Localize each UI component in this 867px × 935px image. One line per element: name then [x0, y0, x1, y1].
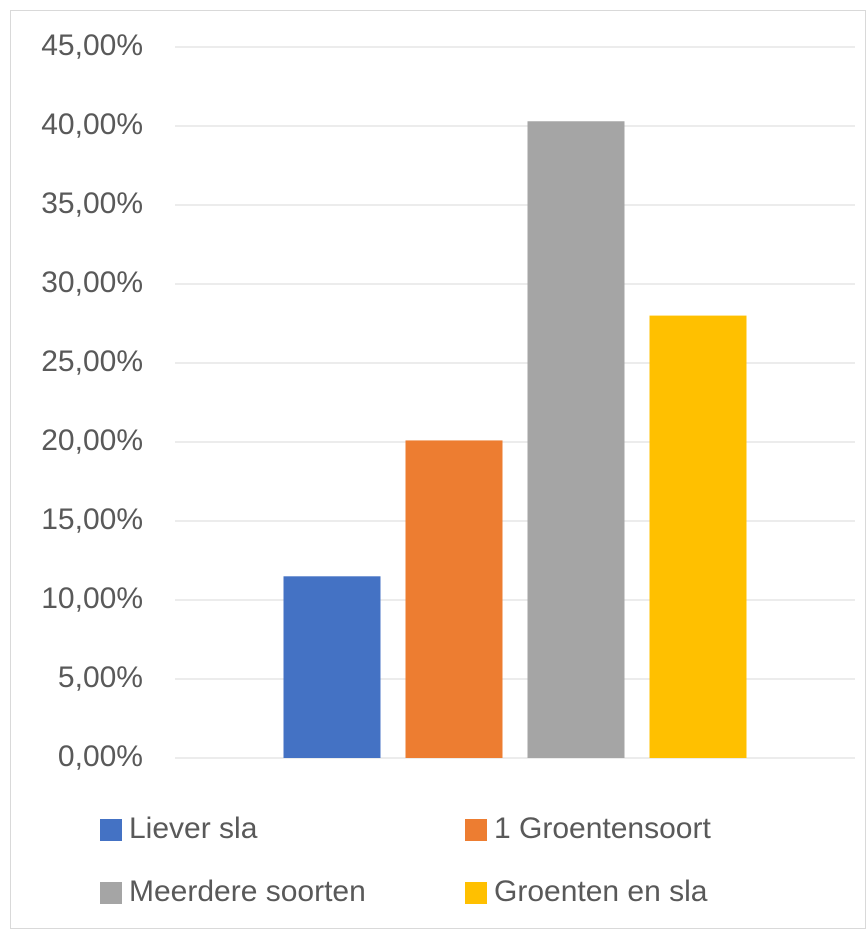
bar: [649, 315, 747, 758]
legend-label: 1 Groentensoort: [494, 812, 711, 845]
bar: [527, 121, 625, 758]
legend-swatch: [465, 882, 487, 904]
y-tick-label: 0,00%: [58, 740, 143, 773]
y-tick-label: 45,00%: [41, 29, 143, 62]
legend-label: Meerdere soorten: [129, 875, 366, 908]
y-tick-label: 15,00%: [41, 503, 143, 536]
y-tick-label: 40,00%: [41, 108, 143, 141]
legend-swatch: [100, 819, 122, 841]
y-tick-label: 25,00%: [41, 345, 143, 378]
y-tick-label: 30,00%: [41, 266, 143, 299]
legend-swatch: [100, 882, 122, 904]
y-tick-label: 10,00%: [41, 582, 143, 615]
legend-swatch: [465, 819, 487, 841]
legend-label: Groenten en sla: [494, 875, 708, 908]
bar: [283, 576, 381, 758]
bar: [405, 440, 503, 758]
y-tick-label: 35,00%: [41, 187, 143, 220]
y-tick-label: 5,00%: [58, 661, 143, 694]
y-tick-label: 20,00%: [41, 424, 143, 457]
legend-label: Liever sla: [129, 812, 258, 845]
